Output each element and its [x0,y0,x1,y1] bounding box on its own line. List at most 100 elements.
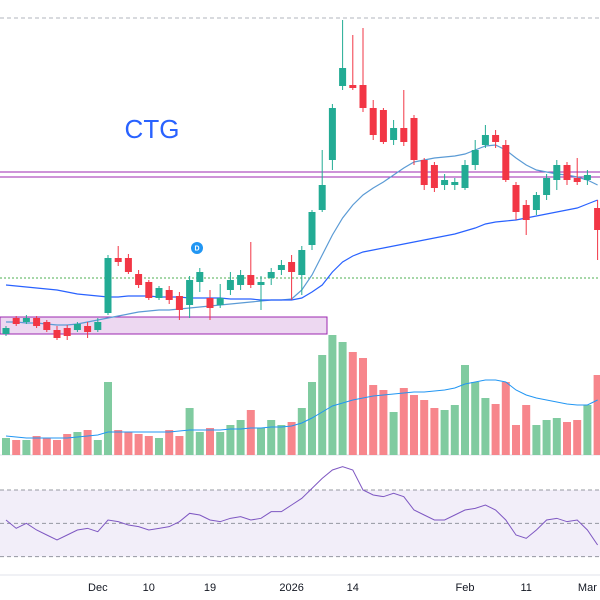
volume-bar [420,400,429,455]
volume-bar [348,352,357,455]
volume-bar [165,430,174,455]
volume-bar [114,430,123,455]
volume-bar [461,365,469,455]
candle-body [257,282,265,285]
volume-bar [563,422,571,455]
volume-bar [481,398,490,455]
volume-bar [379,390,388,455]
candle-body [502,145,510,180]
volume-bar [369,385,378,455]
candle-body [63,328,71,336]
volume-bar [552,418,561,455]
volume-bar [399,388,408,455]
volume-bar [155,438,163,455]
volume-bar [430,408,439,455]
volume-bar [359,358,367,455]
candle-body [522,205,530,220]
candle-body [145,282,153,298]
candle-body [124,258,132,272]
candle-body [22,318,30,322]
volume-bar [236,420,245,455]
candle-body [277,265,285,270]
x-tick-label: Dec [88,582,108,594]
volume-bar [491,404,500,455]
candle-body [441,180,449,185]
volume-bar [216,432,225,455]
candle-body [155,288,163,298]
volume-bar [583,405,592,455]
candle-body [573,178,581,182]
candle-body [33,318,41,326]
volume-bar [338,342,347,455]
volume-bar [501,382,510,455]
volume-bar [93,440,102,455]
volume-bar [318,355,327,455]
candle-body [430,165,438,188]
candle-body [339,68,347,86]
candle-body [267,272,275,278]
volume-bar [22,440,31,455]
candle-body [349,85,357,88]
candle-body [114,258,122,262]
candle-body [84,326,92,332]
volume-bar [522,405,531,455]
candle-body [420,160,428,185]
volume-bar [32,436,41,455]
volume-bar [144,436,153,455]
candle-body [196,272,204,282]
volume-bar [185,408,194,455]
volume-bar [440,410,449,455]
volume-bar [328,335,337,455]
x-tick-label: 19 [204,582,216,594]
candle-body [175,296,183,310]
zone [0,316,328,335]
x-tick-label: 10 [143,582,155,594]
volume-bar [2,438,10,455]
plot: Dec 10 19 2026 14 Feb 11 Mar [0,20,600,594]
x-tick-label: Mar [578,582,597,594]
candle-body [512,185,520,212]
candle-body [237,275,245,285]
volume-bar [512,425,520,455]
rsi-line [5,466,599,546]
volume-bar [63,434,72,455]
volume-bar [124,432,133,455]
volume-bar [53,440,61,455]
candle-body [298,250,306,275]
candle-body [226,280,234,290]
volume-bar [267,420,276,455]
candle-body [400,128,408,142]
candle-body [594,208,600,230]
event-marker-label: D [194,245,199,252]
volume-bar [277,425,286,455]
volume-bar [287,422,296,455]
volume-bar [593,375,600,455]
candle-body [318,185,326,210]
volume-bar [83,430,92,455]
candle-body [288,262,296,272]
candle-body [73,324,81,330]
candle-body [165,290,173,300]
candle-body [492,135,500,142]
candle-body [532,195,540,210]
candle-body [379,110,387,142]
volume-bar [73,432,82,455]
candle-body [216,298,224,305]
volume-bar [12,440,21,455]
candle-body [563,165,571,180]
candle-body [2,328,10,334]
candle-body [543,178,551,195]
volume-bar [297,408,306,455]
x-tick-label: 14 [347,582,359,594]
volume-bar [226,425,235,455]
volume-bar [471,382,480,455]
volume-bar [246,410,255,455]
volume-ma [5,379,598,439]
candle-body [328,108,336,160]
volume-bar [532,425,541,455]
candle-body [410,118,418,160]
candle-body [186,280,194,305]
candle-body [583,175,591,180]
candle-body [12,318,20,324]
